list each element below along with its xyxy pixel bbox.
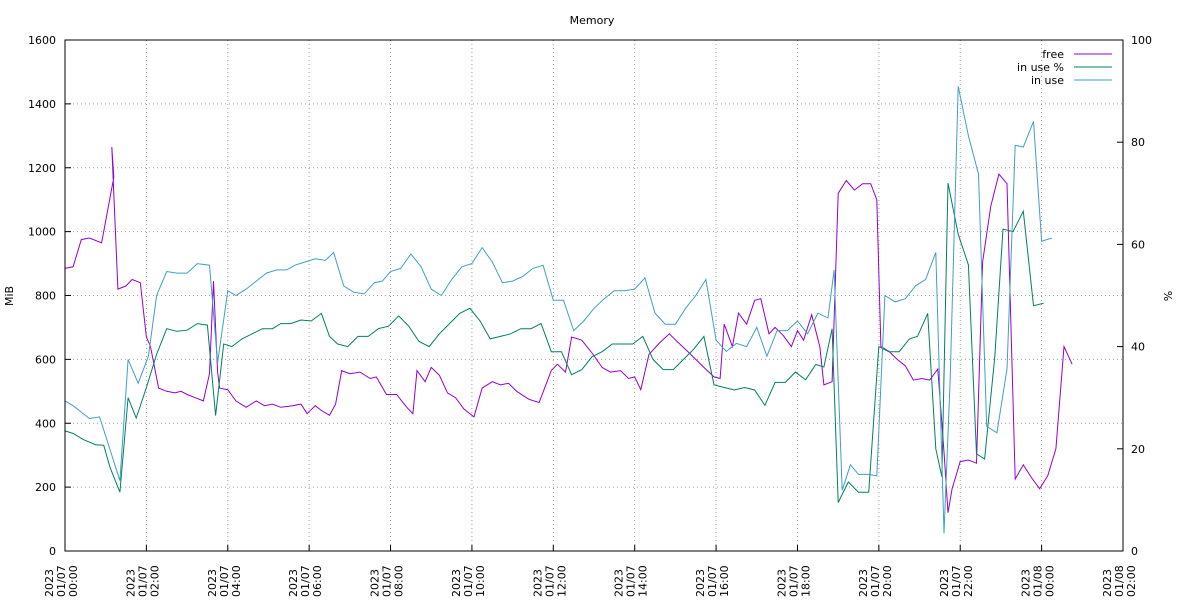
- y-tick-label: 800: [35, 290, 56, 303]
- y-tick-label: 200: [35, 481, 56, 494]
- x-tick-label: 04:00: [230, 565, 243, 597]
- y-tick-label: 1000: [28, 226, 56, 239]
- series-lines: [64, 86, 1073, 534]
- y-tick-label: 1400: [28, 98, 56, 111]
- axis-ticks: 0 200 400 600 800 1000 1200 1400 1600 0 20 40 60 80 10…: [28, 34, 1152, 597]
- series-line-in-use: [64, 86, 1052, 534]
- x-tick-label: 01/07: [706, 565, 719, 597]
- x-tick-label: 2023: [938, 569, 951, 597]
- x-tick-label: 01/07: [625, 565, 638, 597]
- x-tick-label: 06:00: [311, 565, 324, 597]
- x-tick-label: 10:00: [474, 565, 487, 597]
- x-tick-label: 01/07: [543, 565, 556, 597]
- y2-tick-label: 80: [1131, 136, 1145, 149]
- y-tick-label: 1200: [28, 162, 56, 175]
- y2-axis-label: %: [1162, 291, 1175, 301]
- x-tick-label: 01/07: [462, 565, 475, 597]
- x-tick-label: 01/07: [55, 565, 68, 597]
- y-tick-label: 600: [35, 353, 56, 366]
- y-tick-label: 1600: [28, 34, 56, 47]
- y2-tick-label: 100: [1131, 34, 1152, 47]
- x-tick-label: 01/07: [869, 565, 882, 597]
- x-tick-label: 2023: [775, 569, 788, 597]
- x-tick-label: 2023: [206, 569, 219, 597]
- y2-tick-label: 40: [1131, 341, 1145, 354]
- x-tick-label: 01/07: [787, 565, 800, 597]
- x-tick-label: 01/07: [218, 565, 231, 597]
- x-tick-label: 01/07: [299, 565, 312, 597]
- legend-label: in use: [1031, 74, 1064, 87]
- x-tick-label: 00:00: [1044, 565, 1057, 597]
- x-tick-label: 01/07: [381, 565, 394, 597]
- x-tick-label: 18:00: [799, 565, 812, 597]
- legend-label: in use %: [1017, 61, 1064, 74]
- y-tick-label: 0: [49, 545, 56, 558]
- x-tick-label: 2023: [43, 569, 56, 597]
- y2-tick-label: 20: [1131, 443, 1145, 456]
- legend-label: free: [1042, 48, 1064, 61]
- x-tick-label: 2023: [287, 569, 300, 597]
- x-tick-label: 20:00: [881, 565, 894, 597]
- x-tick-label: 2023: [1101, 569, 1114, 597]
- x-tick-label: 02:00: [148, 565, 161, 597]
- series-line-in-use: [64, 183, 1044, 503]
- y-axis-label: MiB: [3, 286, 16, 306]
- x-tick-label: 14:00: [637, 565, 650, 597]
- x-tick-label: 01/08: [1032, 565, 1045, 597]
- x-tick-label: 12:00: [555, 565, 568, 597]
- y2-tick-label: 60: [1131, 238, 1145, 251]
- x-tick-label: 2023: [531, 569, 544, 597]
- x-tick-label: 01/07: [950, 565, 963, 597]
- x-tick-label: 2023: [613, 569, 626, 597]
- x-tick-label: 2023: [124, 569, 137, 597]
- x-tick-label: 01/08: [1113, 565, 1126, 597]
- x-tick-label: 16:00: [718, 565, 731, 597]
- x-tick-label: 2023: [694, 569, 707, 597]
- x-tick-label: 01/07: [136, 565, 149, 597]
- x-tick-label: 2023: [450, 569, 463, 597]
- x-tick-label: 00:00: [67, 565, 80, 597]
- series-line-free: [64, 146, 1073, 513]
- y-tick-label: 400: [35, 417, 56, 430]
- grid-lines: [65, 40, 1123, 551]
- x-tick-label: 2023: [1020, 569, 1033, 597]
- y2-tick-label: 0: [1131, 545, 1138, 558]
- x-tick-label: 22:00: [962, 565, 975, 597]
- x-tick-label: 02:00: [1125, 565, 1138, 597]
- x-tick-label: 2023: [857, 569, 870, 597]
- x-tick-label: 2023: [369, 569, 382, 597]
- x-tick-label: 08:00: [393, 565, 406, 597]
- chart-title: Memory: [570, 14, 615, 27]
